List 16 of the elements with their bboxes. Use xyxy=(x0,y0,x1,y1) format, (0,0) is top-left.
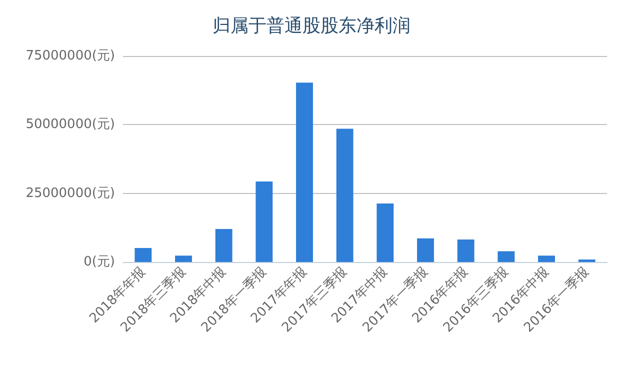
y-tick-label: 0(元) xyxy=(84,254,115,270)
bar xyxy=(538,256,555,262)
bar xyxy=(417,238,434,262)
y-tick-label: 25000000(元) xyxy=(26,186,115,201)
y-tick-label: 75000000(元) xyxy=(26,48,115,64)
bar xyxy=(215,229,232,262)
bar xyxy=(134,248,152,262)
bar xyxy=(376,203,394,262)
chart-title: 归属于普通股股东净利润 xyxy=(212,16,410,36)
bar xyxy=(296,82,313,262)
bar xyxy=(498,251,515,262)
bar xyxy=(336,128,354,262)
bar xyxy=(175,256,192,262)
y-tick-label: 50000000(元) xyxy=(26,117,115,132)
bar xyxy=(457,239,474,262)
bar xyxy=(256,182,273,262)
